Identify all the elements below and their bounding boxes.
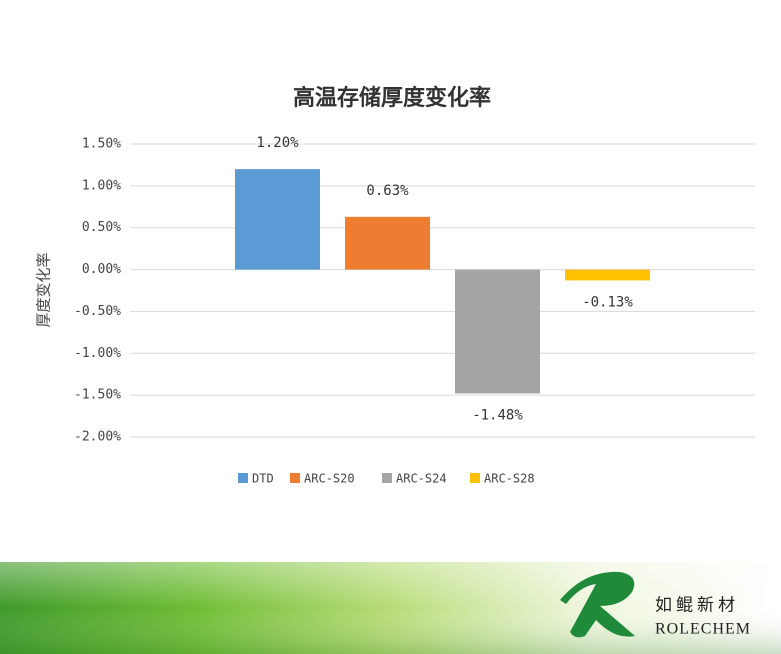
y-tick-label: -0.50% bbox=[74, 304, 121, 319]
y-tick-label: 1.50% bbox=[82, 137, 121, 152]
y-tick-label: 0.00% bbox=[82, 262, 121, 277]
legend-swatch bbox=[470, 473, 480, 483]
legend-label: ARC-S24 bbox=[396, 472, 447, 486]
bar bbox=[565, 269, 650, 281]
bar bbox=[345, 216, 430, 270]
logo bbox=[560, 571, 635, 638]
legend-swatch bbox=[238, 473, 248, 483]
y-tick-label: -1.00% bbox=[74, 346, 121, 361]
data-label: 0.63% bbox=[366, 183, 409, 199]
y-tick-label: 0.50% bbox=[82, 220, 121, 235]
data-label: 1.20% bbox=[256, 135, 299, 151]
footer-shade bbox=[0, 562, 781, 654]
legend-swatch bbox=[382, 473, 392, 483]
brand-en: ROLECHEM bbox=[655, 621, 751, 638]
legend-label: ARC-S28 bbox=[484, 472, 535, 486]
legend-swatch bbox=[290, 473, 300, 483]
y-tick-label: -1.50% bbox=[74, 388, 121, 403]
bar bbox=[455, 269, 540, 394]
chart-title: 高温存储厚度变化率 bbox=[293, 85, 491, 111]
data-label: -1.48% bbox=[472, 407, 523, 423]
y-tick-label: 1.00% bbox=[82, 178, 121, 193]
brand-cn: 如鲲新材 bbox=[655, 596, 739, 616]
y-tick-label: -2.00% bbox=[74, 430, 121, 445]
legend-label: DTD bbox=[252, 472, 274, 486]
bar bbox=[235, 169, 320, 270]
y-axis-title: 厚度变化率 bbox=[35, 252, 53, 327]
legend-label: ARC-S20 bbox=[304, 472, 355, 486]
data-label: -0.13% bbox=[582, 294, 633, 310]
